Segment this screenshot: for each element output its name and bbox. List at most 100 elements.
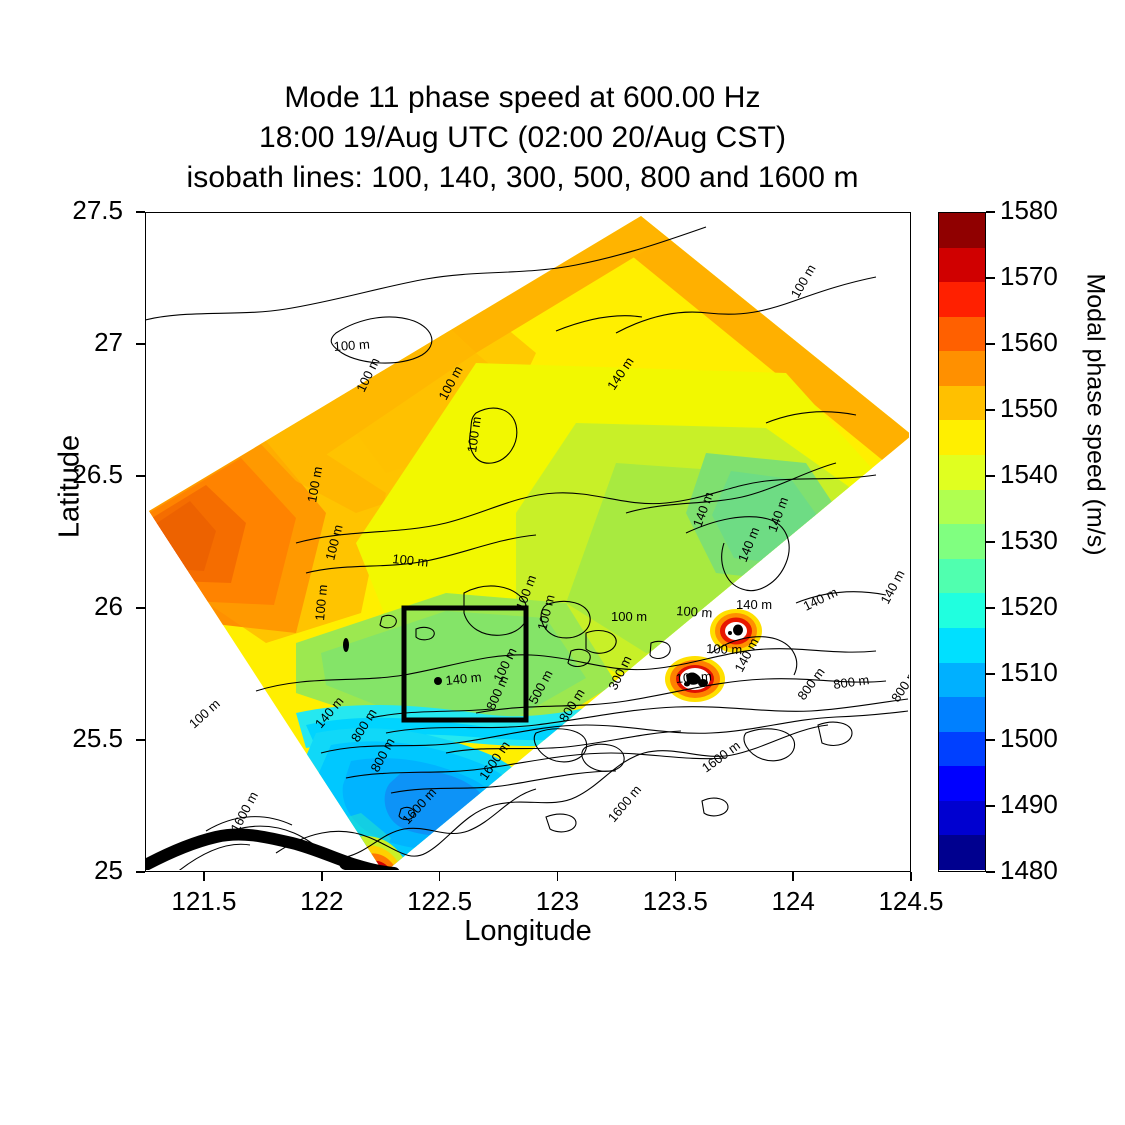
x-tick-mark bbox=[792, 872, 794, 881]
y-tick-mark bbox=[136, 343, 145, 345]
islet-marker-2 bbox=[434, 677, 442, 685]
colorbar-segment bbox=[939, 213, 985, 248]
colorbar-tick-mark bbox=[986, 409, 995, 411]
colorbar-tick-mark bbox=[986, 211, 995, 213]
colorbar-tick-label: 1480 bbox=[1000, 855, 1058, 885]
contour-label-100m: 100 m bbox=[186, 696, 223, 731]
title-line-3: isobath lines: 100, 140, 300, 500, 800 a… bbox=[186, 161, 859, 194]
x-tick-label: 123.5 bbox=[642, 886, 708, 916]
colorbar-segment bbox=[939, 593, 985, 628]
islet-marker-1 bbox=[343, 638, 349, 652]
colorbar-segment bbox=[939, 385, 985, 421]
x-tick-label: 122 bbox=[300, 886, 344, 916]
y-tick-mark bbox=[136, 871, 145, 873]
contour-label-140m: 140 m bbox=[801, 584, 840, 613]
colorbar-tick-mark bbox=[986, 343, 995, 345]
y-tick-label: 25 bbox=[94, 855, 123, 885]
contour-label-100m: 100 m bbox=[312, 584, 330, 621]
colorbar-tick-label: 1570 bbox=[1000, 261, 1058, 291]
contour-label-140m: 140 m bbox=[736, 597, 772, 612]
colorbar-tick-mark bbox=[986, 277, 995, 279]
colorbar-segment bbox=[939, 731, 985, 767]
contour-label-100m: 100 m bbox=[788, 262, 819, 301]
contour-label-100m: 100 m bbox=[333, 337, 370, 354]
colorbar-segment bbox=[939, 420, 985, 456]
x-tick-label: 124 bbox=[771, 886, 815, 916]
contour-label-100m: 100 m bbox=[675, 669, 712, 686]
y-tick-mark bbox=[136, 211, 145, 213]
study-area-box[interactable] bbox=[401, 605, 529, 723]
y-tick-mark bbox=[136, 739, 145, 741]
x-tick-label: 121.5 bbox=[171, 886, 237, 916]
y-tick-label: 25.5 bbox=[72, 723, 123, 753]
colorbar-segment bbox=[939, 627, 985, 663]
title-line-2: 18:00 19/Aug UTC (02:00 20/Aug CST) bbox=[258, 121, 787, 154]
colorbar-tick-label: 1550 bbox=[1000, 393, 1058, 423]
x-tick-mark bbox=[674, 872, 677, 881]
contour-label-100m: 100 m bbox=[304, 465, 325, 503]
isobath-contours bbox=[146, 226, 909, 870]
contour-label-140m: 140 m bbox=[445, 669, 483, 688]
coastline-cape bbox=[339, 856, 381, 870]
colorbar-tick-label: 1490 bbox=[1000, 789, 1058, 819]
y-tick-label: 26.5 bbox=[72, 459, 123, 489]
y-axis-title: Latitude bbox=[53, 434, 86, 539]
y-tick-mark bbox=[136, 607, 145, 609]
map-plot-area: 100 m 100 m 100 m 100 m 100 m 100 m 100 … bbox=[145, 212, 911, 872]
colorbar-segment bbox=[939, 316, 985, 352]
x-tick-mark bbox=[203, 872, 205, 881]
contour-label-800m: 800 m bbox=[794, 665, 827, 703]
x-tick-mark bbox=[438, 872, 441, 881]
contour-label-1600m: 1600 m bbox=[605, 782, 644, 825]
contour-label-1600m: 1600 m bbox=[699, 738, 743, 776]
contour-label-100m: 100 m bbox=[611, 609, 647, 624]
colorbar-tick-label: 1580 bbox=[1000, 195, 1058, 225]
x-tick-label: 123 bbox=[535, 886, 580, 916]
contour-label-800m: 800 m bbox=[832, 672, 870, 692]
colorbar-tick-mark bbox=[986, 871, 995, 873]
y-tick-mark bbox=[136, 475, 145, 477]
colorbar-tick-mark bbox=[986, 607, 995, 609]
colorbar-segment bbox=[939, 835, 985, 870]
colorbar-segment bbox=[939, 524, 985, 559]
colorbar-tick-label: 1500 bbox=[1000, 723, 1058, 753]
colorbar-tick-mark bbox=[986, 541, 995, 543]
title-line-1: Mode 11 phase speed at 600.00 Hz bbox=[284, 81, 761, 114]
contour-label-140m: 140 m bbox=[877, 567, 907, 606]
colorbar-segment bbox=[939, 282, 985, 317]
colorbar-title: Modal phase speed (m/s) bbox=[1081, 273, 1110, 556]
contour-label-1600m: 1600 m bbox=[227, 789, 261, 834]
figure-title: Mode 11 phase speed at 600.00 Hz 18:00 1… bbox=[0, 78, 1045, 198]
colorbar-tick-label: 1510 bbox=[1000, 657, 1058, 687]
colorbar-segment bbox=[939, 489, 985, 525]
contour-label-100m: 100 m bbox=[676, 603, 713, 620]
contour-label-100m: 100 m bbox=[464, 416, 484, 454]
x-tick-label: 122.5 bbox=[407, 886, 473, 916]
x-axis-title: Longitude bbox=[464, 915, 592, 947]
colorbar-segment bbox=[939, 662, 985, 698]
y-tick-label: 27.5 bbox=[72, 195, 123, 225]
colorbar-segment bbox=[939, 455, 985, 490]
colorbar-tick-label: 1560 bbox=[1000, 327, 1058, 357]
map-contour-svg: 100 m 100 m 100 m 100 m 100 m 100 m 100 … bbox=[146, 216, 909, 870]
x-tick-label: 124.5 bbox=[878, 886, 944, 916]
x-tick-mark bbox=[556, 872, 559, 881]
colorbar-tick-mark bbox=[986, 673, 995, 675]
x-tick-mark bbox=[320, 872, 323, 881]
colorbar[interactable] bbox=[938, 212, 986, 872]
colorbar-tick-mark bbox=[986, 739, 995, 741]
colorbar-segment bbox=[939, 697, 985, 732]
y-tick-label: 27 bbox=[94, 327, 123, 357]
contour-label-100m: 100 m bbox=[706, 641, 743, 657]
colorbar-tick-label: 1520 bbox=[1000, 591, 1058, 621]
hotspot-north bbox=[710, 609, 762, 653]
colorbar-tick-mark bbox=[986, 475, 995, 477]
colorbar-segment bbox=[939, 247, 985, 283]
colorbar-tick-label: 1530 bbox=[1000, 525, 1058, 555]
x-tick-mark bbox=[910, 872, 912, 881]
y-tick-label: 26 bbox=[94, 591, 123, 621]
colorbar-tick-mark bbox=[986, 805, 995, 807]
colorbar-segment bbox=[939, 351, 985, 386]
colorbar-segment bbox=[939, 766, 985, 801]
